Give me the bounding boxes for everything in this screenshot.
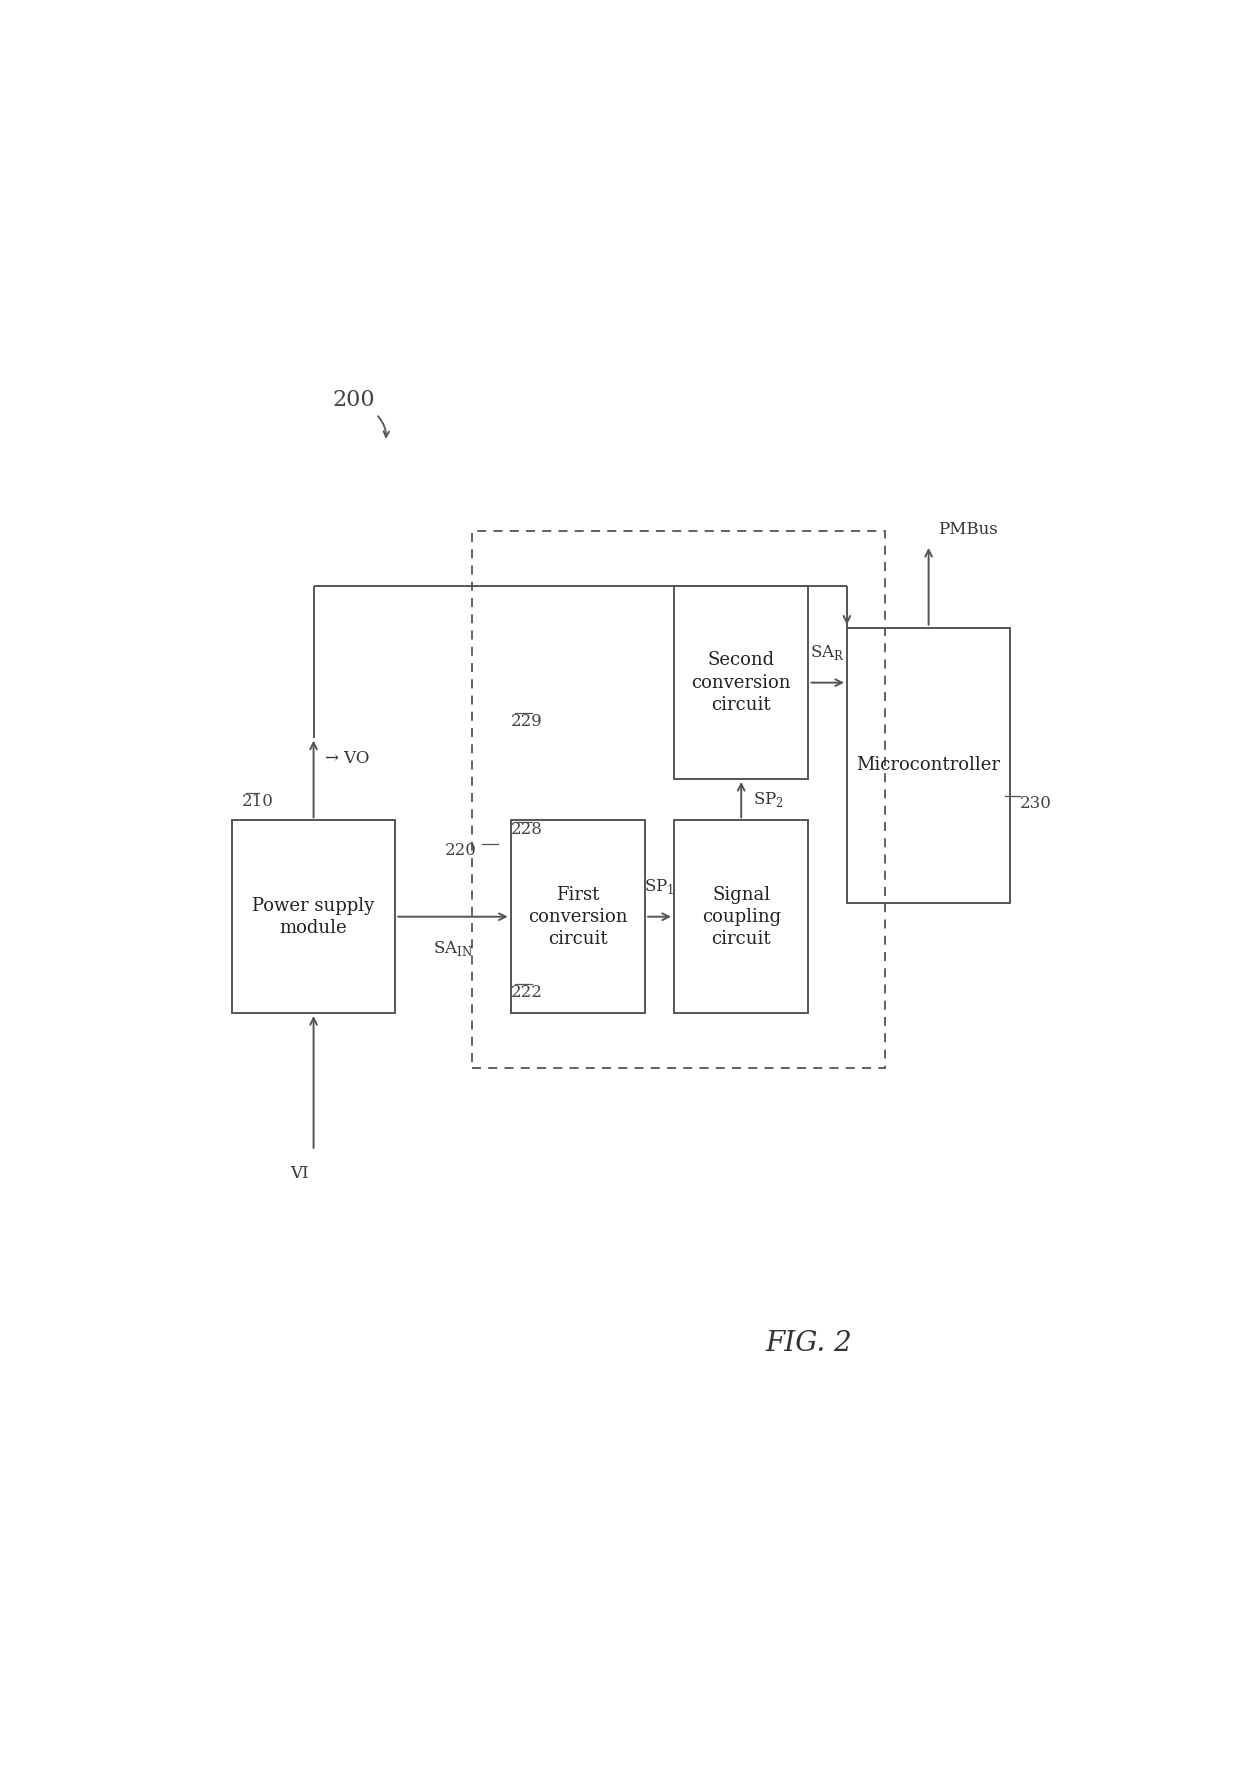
Text: FIG. 2: FIG. 2 (765, 1330, 852, 1357)
Bar (675, 586, 808, 780)
Text: 222: 222 (511, 983, 542, 1001)
Bar (232, 821, 396, 1014)
Text: SA$_{\mathregular{R}}$: SA$_{\mathregular{R}}$ (811, 644, 844, 662)
Bar (675, 821, 808, 1014)
Text: SA$_{\mathregular{IN}}$: SA$_{\mathregular{IN}}$ (433, 939, 472, 958)
Text: Power supply
module: Power supply module (253, 896, 374, 937)
Text: SP$_{\mathregular{2}}$: SP$_{\mathregular{2}}$ (753, 790, 784, 810)
Bar (511, 821, 645, 1014)
Text: 228: 228 (511, 821, 542, 839)
Text: SP$_{\mathregular{1}}$: SP$_{\mathregular{1}}$ (645, 878, 675, 896)
Text: 210: 210 (242, 792, 273, 810)
Text: First
conversion
circuit: First conversion circuit (528, 885, 627, 948)
Text: VI: VI (290, 1164, 309, 1182)
Text: → VO: → VO (325, 749, 370, 767)
Bar (472, 531, 885, 1067)
Text: 229: 229 (511, 713, 542, 730)
Text: Signal
coupling
circuit: Signal coupling circuit (702, 885, 781, 948)
Text: 200: 200 (332, 390, 376, 411)
Text: Microcontroller: Microcontroller (857, 756, 1001, 774)
Text: 230: 230 (1019, 796, 1052, 812)
Text: PMBus: PMBus (939, 520, 998, 538)
Text: Second
conversion
circuit: Second conversion circuit (692, 651, 791, 713)
Bar (847, 628, 1011, 903)
Text: 220: 220 (445, 842, 477, 858)
FancyArrowPatch shape (378, 417, 389, 436)
